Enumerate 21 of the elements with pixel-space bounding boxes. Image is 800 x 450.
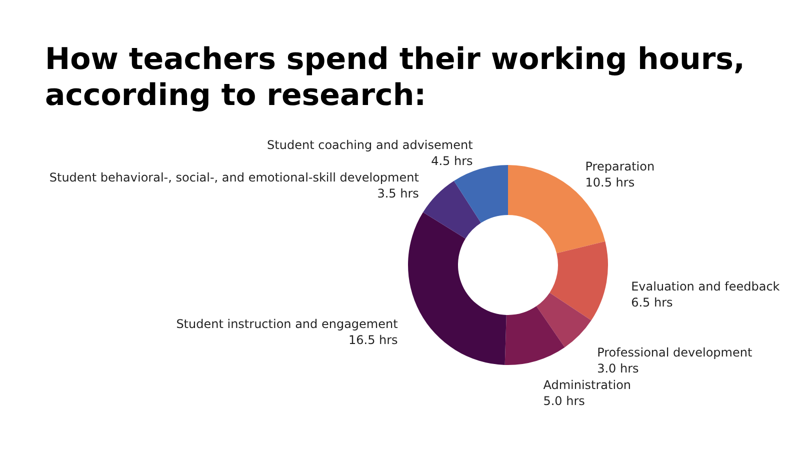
slice-label: Professional development <box>597 346 752 360</box>
donut-slice <box>408 212 506 365</box>
data-label: 6.5 hrs <box>631 296 673 310</box>
slice-label: Administration <box>543 378 632 392</box>
slice-label: Student instruction and engagement <box>176 317 398 332</box>
data-label: 3.5 hrs <box>377 186 419 200</box>
slice-label: Evaluation and feedback <box>631 280 780 294</box>
slice-label: Student behavioral-, social-, and emotional-skill development <box>49 170 420 184</box>
donut-slice <box>536 292 592 348</box>
data-label: 10.5 hrs <box>585 176 635 190</box>
donut-slice <box>423 180 481 239</box>
slice-label: Preparation <box>585 160 655 174</box>
chart-title: How teachers spend their working hours, according to research: <box>45 42 745 114</box>
data-label: 16.5 hrs <box>348 333 398 348</box>
donut-slice <box>504 306 565 365</box>
donut-slice <box>550 241 608 320</box>
data-label: 5.0 hrs <box>543 394 585 408</box>
data-label: 3.0 hrs <box>597 362 639 376</box>
data-label: 4.5 hrs <box>431 154 473 168</box>
donut-slice <box>454 165 508 223</box>
slice-label: Student coaching and advisement <box>267 138 474 152</box>
